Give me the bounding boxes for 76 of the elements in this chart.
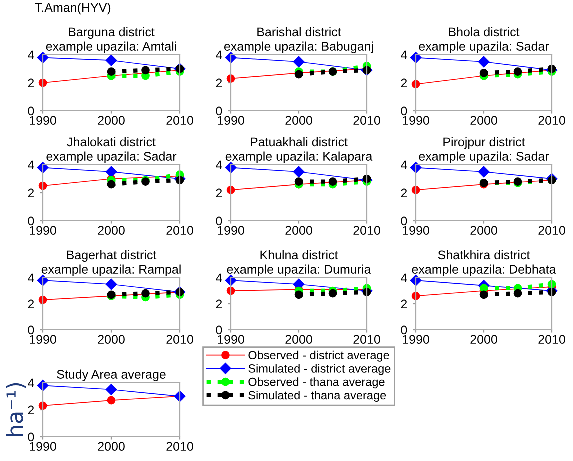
x-tick-label: 2010 — [538, 335, 566, 344]
y-tick-label: 2 — [216, 188, 222, 198]
x-tick-label: 1990 — [403, 335, 430, 344]
y-tick-label: 2 — [216, 78, 222, 88]
y-tick-label: 0 — [28, 106, 34, 116]
x-tick-label: 2010 — [166, 116, 194, 126]
y-tick-label: 0 — [28, 326, 34, 335]
chart-title: Barguna district example upazila: Amtali — [46, 27, 176, 54]
x-tick-label: 2000 — [98, 442, 125, 452]
y-axis-title: ha⁻¹) — [6, 383, 26, 436]
y-tick-label: 4 — [216, 50, 222, 60]
y-tick-label: 2 — [216, 300, 222, 309]
x-tick-label: 2010 — [166, 226, 194, 236]
chart-title: Study Area average — [57, 370, 166, 382]
chart-title: Bhola district example upazila: Sadar — [419, 27, 550, 54]
x-tick-label: 2000 — [286, 335, 312, 344]
chart-title: Jhalokati district example upazila: Sadar — [46, 137, 177, 164]
x-tick-label: 2010 — [354, 116, 380, 126]
y-tick-label: 2 — [28, 188, 34, 198]
x-tick-label: 2000 — [286, 116, 312, 126]
x-tick-label: 1990 — [30, 335, 56, 344]
y-tick-label: 4 — [28, 160, 34, 170]
y-tick-label: 2 — [28, 78, 34, 88]
x-tick-label: 1990 — [218, 226, 244, 236]
y-tick-label: 2 — [401, 188, 408, 198]
y-tick-label: 0 — [28, 432, 34, 442]
x-tick-label: 2010 — [166, 442, 194, 452]
y-tick-label: 4 — [216, 160, 222, 170]
x-tick-label: 2000 — [98, 335, 125, 344]
y-tick-label: 2 — [401, 78, 408, 88]
x-tick-label: 1990 — [403, 226, 430, 236]
y-tick-label: 0 — [401, 326, 408, 335]
chart-title: Pirojpur district example upazila: Sadar — [419, 137, 550, 164]
y-tick-label: 0 — [216, 216, 222, 226]
x-tick-label: 1990 — [30, 442, 56, 452]
legend-label: Observed - district average — [248, 350, 390, 362]
x-tick-label: 1990 — [218, 116, 244, 126]
y-tick-label: 0 — [216, 106, 222, 116]
x-tick-label: 1990 — [30, 116, 56, 126]
y-tick-label: 4 — [401, 160, 408, 170]
chart-title: Khulna district example upazila: Dumuria — [227, 250, 372, 276]
chart-title: Shatkhira district example upazila: Debhata — [412, 250, 556, 276]
x-tick-label: 1990 — [403, 116, 430, 126]
y-tick-label: 0 — [216, 326, 222, 335]
y-tick-label: 4 — [401, 50, 408, 60]
y-tick-label: 2 — [28, 300, 34, 309]
x-tick-label: 2000 — [470, 226, 498, 236]
y-tick-label: 4 — [28, 378, 34, 388]
y-tick-label: 0 — [401, 216, 408, 226]
y-tick-label: 4 — [216, 274, 222, 283]
x-tick-label: 2010 — [354, 226, 380, 236]
x-tick-label: 2010 — [166, 335, 194, 344]
x-tick-label: 2000 — [98, 226, 125, 236]
y-tick-label: 2 — [28, 406, 34, 415]
y-tick-label: 2 — [401, 300, 408, 309]
x-tick-label: 2000 — [98, 116, 125, 126]
x-tick-label: 2010 — [538, 116, 566, 126]
y-tick-label: 4 — [28, 50, 34, 60]
x-tick-label: 1990 — [30, 226, 56, 236]
text: T.Aman(HYV) — [35, 3, 111, 15]
legend-label: Simulated - district average — [248, 364, 391, 376]
y-tick-label: 4 — [28, 274, 34, 283]
legend-label: Observed - thana average — [248, 378, 385, 389]
x-tick-label: 1990 — [218, 335, 244, 344]
x-tick-label: 2000 — [470, 116, 498, 126]
y-tick-label: 0 — [28, 216, 34, 226]
chart-title: Patuakhali district example upazila: Kalapara — [226, 137, 373, 164]
x-tick-label: 2010 — [354, 335, 380, 344]
x-tick-label: 2010 — [538, 226, 566, 236]
chart-title: Barishal district example upazila: Babuganj — [224, 27, 374, 54]
legend-label: Simulated - thana average — [248, 390, 386, 402]
x-tick-label: 2000 — [286, 226, 312, 236]
chart-title: Bagerhat district example upazila: Rampal — [42, 250, 181, 276]
y-tick-label: 0 — [401, 106, 408, 116]
y-tick-label: 4 — [401, 274, 408, 283]
x-tick-label: 2000 — [470, 335, 498, 344]
